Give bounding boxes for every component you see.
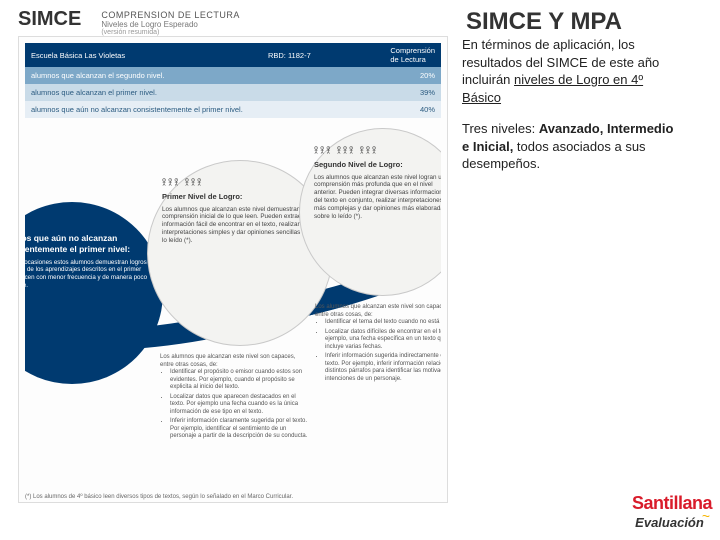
results-table: Escuela Básica Las Violetas RBD: 1182-7 … (25, 43, 441, 118)
row-pct: 20% (384, 67, 441, 84)
bullets-primer-nivel: Los alumnos que alcanzan este nivel son … (160, 354, 310, 443)
circle-body: Si bien en ocasiones estos alumnos demue… (25, 259, 149, 290)
circle-title: Alumnos que aún no alcanzan consistentem… (25, 233, 149, 254)
list-item: Identificar el tema del texto cuando no … (325, 319, 441, 327)
row-label: alumnos que alcanzan el segundo nivel. (25, 67, 384, 84)
people-icon: 𖨆𖨆𖨆 𖨆𖨆𖨆 (162, 177, 318, 188)
row-label: alumnos que alcanzan el primer nivel. (25, 84, 384, 101)
people-icon: 𖨆𖨆𖨆 𖨆𖨆𖨆 𖨆𖨆𖨆 (314, 145, 441, 156)
right-title: SIMCE Y MPA (466, 8, 622, 36)
list-item: Localizar datos que aparecen destacados … (170, 394, 310, 417)
bullets-intro: Los alumnos que alcanzan este nivel son … (315, 304, 441, 319)
circle-body: Los alumnos que alcanzan este nivel logr… (314, 174, 441, 221)
circles-diagram: 𖨆 𖨆 𖨆 Alumnos que aún no alcanzan consis… (25, 124, 441, 494)
sidebar-text: En términos de aplicación, los resultado… (462, 36, 682, 503)
mini-line2: Niveles de Logro Esperado (101, 20, 466, 29)
bullets-segundo-nivel: Los alumnos que alcanzan este nivel son … (315, 304, 441, 385)
list-item: Inferir información claramente sugerida … (170, 418, 310, 441)
paragraph-2: Tres niveles: Avanzado, Intermedio e Ini… (462, 120, 682, 173)
circle-body: Los alumnos que alcanzan este nivel demu… (162, 206, 318, 245)
list-item: Identificar el propósito o emisor cuando… (170, 369, 310, 392)
logo-brand: Santillana (632, 493, 712, 514)
list-item: Localizar datos difíciles de encontrar e… (325, 329, 441, 352)
mini-line1: COMPRENSION DE LECTURA (101, 10, 466, 20)
table-row: alumnos que alcanzan el primer nivel. 39… (25, 84, 441, 101)
th-subject: Comprensión de Lectura (384, 43, 441, 67)
table-row: alumnos que alcanzan el segundo nivel. 2… (25, 67, 441, 84)
list-item: Inferir información sugerida indirectame… (325, 353, 441, 383)
th-school: Escuela Básica Las Violetas (25, 43, 262, 67)
footnote: (*) Los alumnos de 4º básico leen divers… (25, 494, 293, 500)
row-label: alumnos que aún no alcanzan consistentem… (25, 101, 384, 118)
document-figure: Escuela Básica Las Violetas RBD: 1182-7 … (18, 36, 448, 503)
th-rbd: RBD: 1182-7 (262, 43, 384, 67)
santillana-logo: Santillana Evaluación~ (632, 493, 712, 532)
paragraph-1: En términos de aplicación, los resultado… (462, 36, 682, 106)
mini-header: COMPRENSION DE LECTURA Niveles de Logro … (101, 10, 466, 36)
mini-line3: (versión resumida) (101, 29, 466, 36)
people-icon: 𖨆 𖨆 𖨆 (25, 218, 149, 229)
circle-title: Segundo Nivel de Logro: (314, 160, 441, 169)
table-row: alumnos que aún no alcanzan consistentem… (25, 101, 441, 118)
p2-a: Tres niveles: (462, 121, 539, 136)
bullets-intro: Los alumnos que alcanzan este nivel son … (160, 354, 310, 369)
logo-sub: Evaluación (635, 515, 704, 530)
row-pct: 40% (384, 101, 441, 118)
circle-title: Primer Nivel de Logro: (162, 192, 318, 201)
row-pct: 39% (384, 84, 441, 101)
tilde-icon: ~ (702, 508, 710, 524)
left-title: SIMCE (18, 8, 81, 31)
